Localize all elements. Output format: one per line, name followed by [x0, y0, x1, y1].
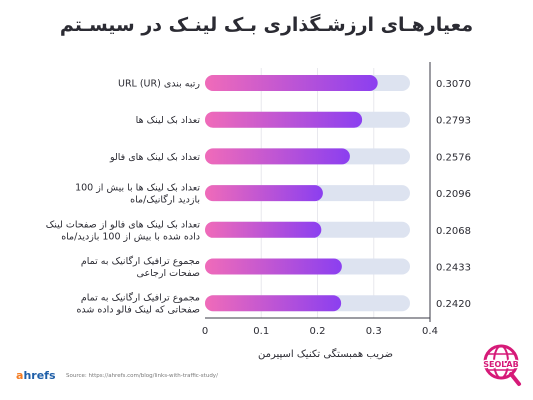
ahrefs-logo: ahrefs — [16, 369, 56, 382]
value-label: 0.2096 — [436, 189, 471, 200]
value-label: 0.2433 — [436, 263, 471, 274]
x-tick-label: 0.3 — [366, 326, 382, 337]
value-label: 0.3070 — [436, 79, 471, 90]
source-note: Source: https://ahrefs.com/blog/links-wi… — [66, 373, 218, 379]
x-axis: 0 0.1 0.2 0.3 0.4 ضریب همبستگی تکنیک اسپیرمن — [202, 62, 438, 360]
x-tick-label: 0.4 — [422, 326, 438, 337]
category-label: رتبه بندی URL (UR) — [118, 79, 200, 90]
x-axis-label: ضریب همبستگی تکنیک اسپیرمن — [258, 348, 393, 360]
bar — [205, 148, 350, 165]
value-label: 0.2420 — [436, 299, 471, 310]
bar — [205, 295, 342, 312]
value-label: 0.2576 — [436, 152, 471, 163]
x-tick-label: 0 — [202, 326, 208, 337]
chart-title: معیارهـای ارزشـگذاری بـک لینـک در سیسـتم — [59, 14, 474, 36]
category-label: صفحاتی که لینک فالو داده شده — [76, 305, 200, 316]
bar — [205, 221, 322, 238]
category-label: تعداد بک لینک های فالو — [109, 152, 200, 163]
globe-icon — [483, 344, 521, 386]
category-label: تعداد بک لینک های فالو از صفحات لینک — [46, 219, 201, 230]
bar — [205, 185, 323, 202]
value-labels: 0.3070 0.2793 0.2576 0.2096 0.2068 0.2433 0.24… — [436, 79, 471, 310]
category-label: تعداد بک لینک ها با بیش از 100 — [75, 183, 200, 194]
seolab-logo-text: SEOLAB — [483, 360, 518, 369]
category-label: مجموع ترافیک ارگانیک به تمام — [81, 255, 200, 267]
category-label: بازدید ارگانیک/ماه — [130, 194, 200, 206]
x-tick-label: 0.1 — [253, 326, 269, 337]
bars — [205, 75, 410, 312]
x-tick-label: 0.2 — [310, 326, 326, 337]
bar — [205, 258, 342, 275]
seolab-logo: SEOLAB — [482, 344, 521, 386]
bar — [205, 75, 378, 91]
category-labels: رتبه بندی URL (UR) تعداد بک لینک ها تعداد … — [46, 79, 201, 316]
category-label: صفحات ارجاعی — [137, 268, 200, 279]
value-label: 0.2068 — [436, 226, 471, 237]
category-label: مجموع ترافیک ارگانیک به تمام — [81, 292, 200, 304]
category-label: تعداد بک لینک ها — [136, 115, 201, 126]
value-label: 0.2793 — [436, 116, 471, 127]
bar — [205, 111, 363, 128]
category-label: داده شده با بیش از 100 بازدید/ماه — [61, 231, 200, 242]
